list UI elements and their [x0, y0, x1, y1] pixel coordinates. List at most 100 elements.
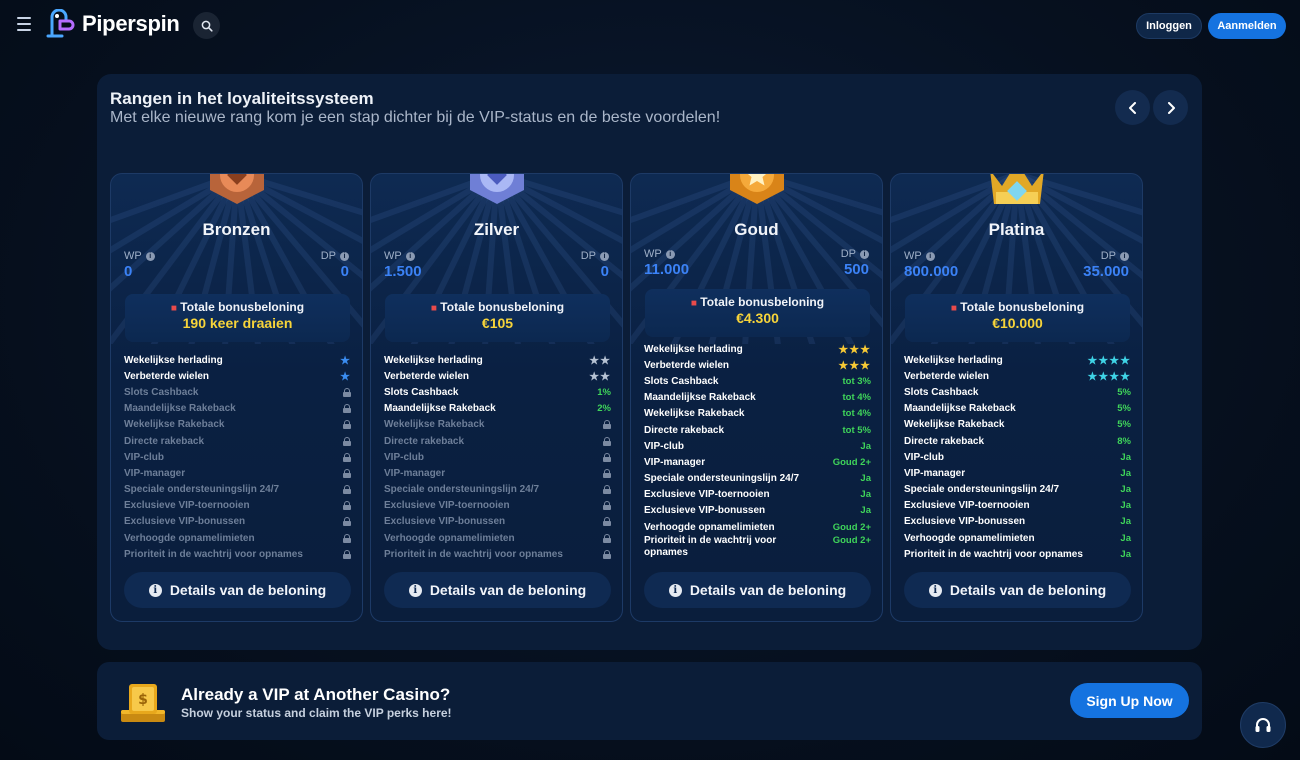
perk-label: VIP-club [904, 451, 945, 463]
perk-row: Exclusieve VIP-toernooien Ja [904, 498, 1131, 514]
search-button[interactable] [193, 12, 220, 39]
info-icon[interactable]: i [665, 249, 675, 259]
perk-value: Ja [860, 505, 871, 517]
perk-row: Exclusieve VIP-toernooien Ja [644, 487, 871, 503]
info-icon[interactable]: i [1120, 251, 1129, 261]
lock-icon [343, 485, 351, 495]
perk-row: Prioriteit in de wachtrij voor opnames Go… [644, 535, 871, 559]
perk-row: Wekelijkse herlading ★ [124, 352, 351, 368]
perk-row: Maandelijkse Rakeback tot 4% [644, 390, 871, 406]
perk-row: Verhoogde opnamelimieten [384, 530, 611, 546]
perk-label: Exclusieve VIP-toernooien [124, 500, 250, 512]
panel-title: Rangen in het loyaliteitssysteem [110, 89, 374, 108]
bonus-box: ■ Totale bonusbeloning €10.000 [905, 294, 1130, 342]
menu-icon[interactable] [17, 17, 31, 31]
lock-icon [343, 404, 351, 414]
rank-card-bronzen: Bronzen WP i DP i 0 0 ■ Totale bonusbeloning 190… [110, 173, 363, 622]
logo[interactable]: Piperspin [46, 9, 180, 39]
rank-card-zilver: Zilver WP i DP i 1.500 0 ■ Totale bonusbeloning… [370, 173, 623, 622]
wp-value: 800.000 [904, 263, 959, 280]
info-icon[interactable]: i [145, 251, 155, 261]
rank-name: Zilver [473, 220, 520, 239]
wp-label-text: WP [124, 250, 142, 262]
info-icon[interactable]: i [860, 249, 869, 259]
sign-up-now-button[interactable]: Sign Up Now [1070, 683, 1189, 718]
info-icon[interactable]: i [925, 251, 935, 261]
perk-row: Prioriteit in de wachtrij voor opnames Ja [904, 546, 1131, 562]
perk-label: Slots Cashback [904, 386, 979, 398]
perk-row: VIP-club [124, 449, 351, 465]
rank-badge-icon [730, 174, 784, 204]
perk-row: Verhoogde opnamelimieten [124, 530, 351, 546]
bonus-title: ■ Totale bonusbeloning [645, 295, 870, 309]
perk-row: Directe rakeback tot 5% [644, 422, 871, 438]
reward-details-button[interactable]: i Details van de beloning [904, 572, 1131, 608]
reward-details-button[interactable]: i Details van de beloning [644, 572, 871, 608]
lock-icon [603, 468, 611, 478]
perk-row: Speciale ondersteuningslijn 24/7 [384, 482, 611, 498]
platinum-crown-icon [990, 174, 1044, 204]
bonus-value: €4.300 [736, 310, 779, 326]
lock-icon [343, 517, 351, 527]
perk-row: Exclusieve VIP-toernooien [124, 498, 351, 514]
dp-label: DP i [1101, 250, 1129, 262]
perk-value: tot 4% [842, 408, 872, 420]
reward-details-button[interactable]: i Details van de beloning [124, 572, 351, 608]
perk-label: Directe rakeback [904, 435, 985, 447]
perk-label: Wekelijkse Rakeback [124, 419, 225, 431]
lock-icon [603, 501, 611, 511]
bonus-title: ■ Totale bonusbeloning [385, 300, 610, 314]
perk-label: VIP-manager [384, 467, 446, 479]
perk-row: Prioriteit in de wachtrij voor opnames [124, 546, 351, 562]
lock-icon [343, 452, 351, 462]
dp-value: 0 [340, 263, 349, 280]
perk-value: Goud 2+ [832, 535, 871, 547]
perk-label: Directe rakeback [384, 435, 465, 447]
perk-label: VIP-manager [644, 456, 706, 468]
gift-icon: ■ [430, 303, 437, 314]
login-button[interactable]: Inloggen [1136, 13, 1202, 39]
wp-label: WP i [904, 250, 935, 262]
perk-label: Wekelijkse herlading [384, 354, 483, 366]
dp-value: 500 [843, 261, 869, 278]
chevron-left-icon [1128, 101, 1136, 114]
info-icon[interactable]: i [340, 251, 349, 261]
perk-row: Wekelijkse Rakeback [124, 417, 351, 433]
rank-name: Bronzen [202, 220, 271, 239]
wp-label-text: WP [384, 250, 402, 262]
perk-row: Exclusieve VIP-bonussen Ja [644, 503, 871, 519]
perk-label: Maandelijkse Rakeback [904, 403, 1016, 415]
perk-label: Directe rakeback [644, 424, 725, 436]
support-chat-button[interactable] [1240, 702, 1286, 748]
reward-details-label: Details van de beloning [689, 582, 847, 598]
info-icon[interactable]: i [405, 251, 415, 261]
lock-icon [343, 387, 351, 397]
bonus-value: 190 keer draaien [182, 315, 293, 331]
reward-details-button[interactable]: i Details van de beloning [384, 572, 611, 608]
perk-row: Wekelijkse Rakeback [384, 417, 611, 433]
perk-label: Speciale ondersteuningslijn 24/7 [384, 484, 540, 496]
info-icon: i [408, 583, 422, 597]
logo-text: Piperspin [82, 11, 180, 36]
bonus-title-text: Totale bonusbeloning [700, 295, 825, 309]
info-icon[interactable]: i [600, 251, 609, 261]
perk-value: Ja [1120, 516, 1131, 528]
carousel-next-button[interactable] [1153, 90, 1188, 125]
carousel-prev-button[interactable] [1115, 90, 1150, 125]
perk-label: Wekelijkse Rakeback [644, 408, 745, 420]
wp-label-text: WP [904, 250, 922, 262]
lock-icon [603, 452, 611, 462]
perk-value: 5% [1117, 403, 1131, 415]
reward-details-label: Details van de beloning [429, 582, 587, 598]
dp-label: DP i [581, 250, 609, 262]
perk-row: Verhoogde opnamelimieten Ja [904, 530, 1131, 546]
star-rating: ★★★★ [1087, 354, 1131, 367]
dp-value: 0 [600, 263, 609, 280]
register-button[interactable]: Aanmelden [1208, 13, 1286, 39]
perk-row: Speciale ondersteuningslijn 24/7 Ja [904, 482, 1131, 498]
perk-label: Exclusieve VIP-bonussen [644, 505, 766, 517]
perk-label: Wekelijkse herlading [124, 354, 223, 366]
perk-label: Prioriteit in de wachtrij voor opnames [644, 535, 777, 559]
perk-row: Exclusieve VIP-bonussen [384, 514, 611, 530]
perk-row: Directe rakeback 8% [904, 433, 1131, 449]
